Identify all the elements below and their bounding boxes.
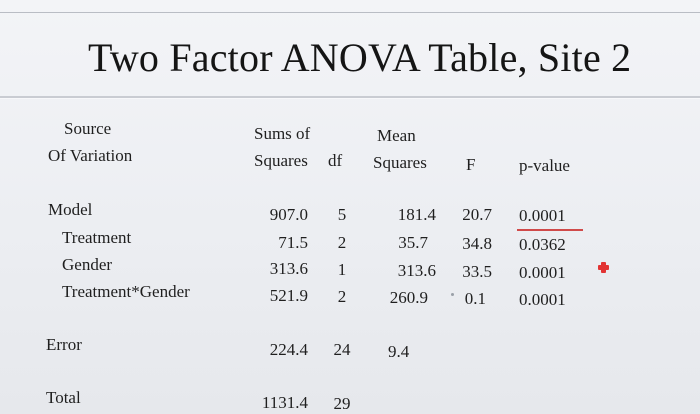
header-ms-line1: Mean	[377, 126, 416, 145]
row-ms-gender: 313.6	[397, 261, 436, 280]
header-ss-line1: Sums of	[254, 124, 311, 143]
header-ms-line2: Squares	[373, 153, 427, 172]
header-source-line2: Of Variation	[48, 146, 133, 165]
row-df-interaction: 2	[337, 287, 347, 306]
header-ss-line2: Squares	[254, 151, 308, 170]
red-marker-icon	[598, 262, 609, 273]
row-p-treatment: 0.0362	[519, 235, 566, 254]
row-f-treatment: 34.8	[462, 234, 492, 253]
row-p-model: 0.0001	[519, 206, 566, 225]
row-df-model: 5	[337, 205, 347, 224]
row-p-interaction: 0.0001	[519, 290, 566, 309]
p-value-underline-mark	[517, 229, 583, 231]
row-ss-treatment: 71.5	[278, 233, 308, 252]
row-df-error: 24	[333, 340, 351, 359]
header-df: df	[328, 151, 343, 170]
row-ss-total: 1131.4	[261, 393, 308, 412]
row-source-gender: Gender	[62, 255, 113, 274]
row-ms-treatment: 35.7	[398, 233, 428, 252]
row-source-treatment: Treatment	[62, 228, 132, 247]
row-source-model: Model	[48, 200, 93, 219]
row-ss-gender: 313.6	[269, 259, 308, 278]
row-df-treatment: 2	[337, 233, 347, 252]
row-f-interaction: 0.1	[464, 289, 486, 308]
top-rule	[0, 12, 700, 13]
page-title: Two Factor ANOVA Table, Site 2	[88, 35, 632, 80]
row-source-error: Error	[46, 335, 82, 354]
row-ss-model: 907.0	[269, 205, 308, 224]
header-p: p-value	[519, 156, 570, 175]
header-f: F	[466, 155, 476, 174]
row-f-model: 20.7	[462, 205, 492, 224]
row-source-interaction: Treatment*Gender	[62, 282, 190, 301]
row-ss-error: 224.4	[269, 340, 308, 359]
row-df-total: 29	[333, 394, 351, 413]
row-df-gender: 1	[337, 260, 347, 279]
row-ms-model: 181.4	[397, 205, 436, 224]
title-rule	[0, 96, 700, 98]
header-source-line1: Source	[64, 119, 112, 138]
row-ms-error: 9.4	[388, 342, 410, 361]
row-source-total: Total	[46, 388, 81, 407]
dust-speck	[451, 293, 454, 296]
row-f-gender: 33.5	[462, 262, 492, 281]
row-p-gender: 0.0001	[519, 263, 566, 282]
row-ms-interaction: 260.9	[389, 288, 428, 307]
row-ss-interaction: 521.9	[269, 286, 308, 305]
